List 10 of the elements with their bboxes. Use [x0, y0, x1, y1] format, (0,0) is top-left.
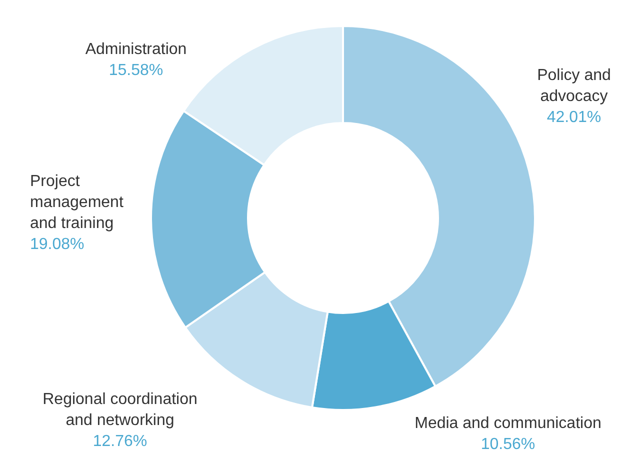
slice-label: Media and communication [414, 415, 602, 432]
data-label: 15.58% [108, 62, 164, 79]
data-label: 10.56% [480, 436, 536, 453]
data-label: 12.76% [92, 433, 148, 450]
data-label: 19.08% [30, 236, 84, 253]
slice-label: Policy and advocacy [537, 67, 611, 105]
slice-label: Regional coordination and networking [42, 391, 198, 429]
data-label: 42.01% [546, 109, 602, 126]
slice-label: Administration [85, 41, 187, 58]
slice-label: Project management and training [30, 173, 124, 232]
